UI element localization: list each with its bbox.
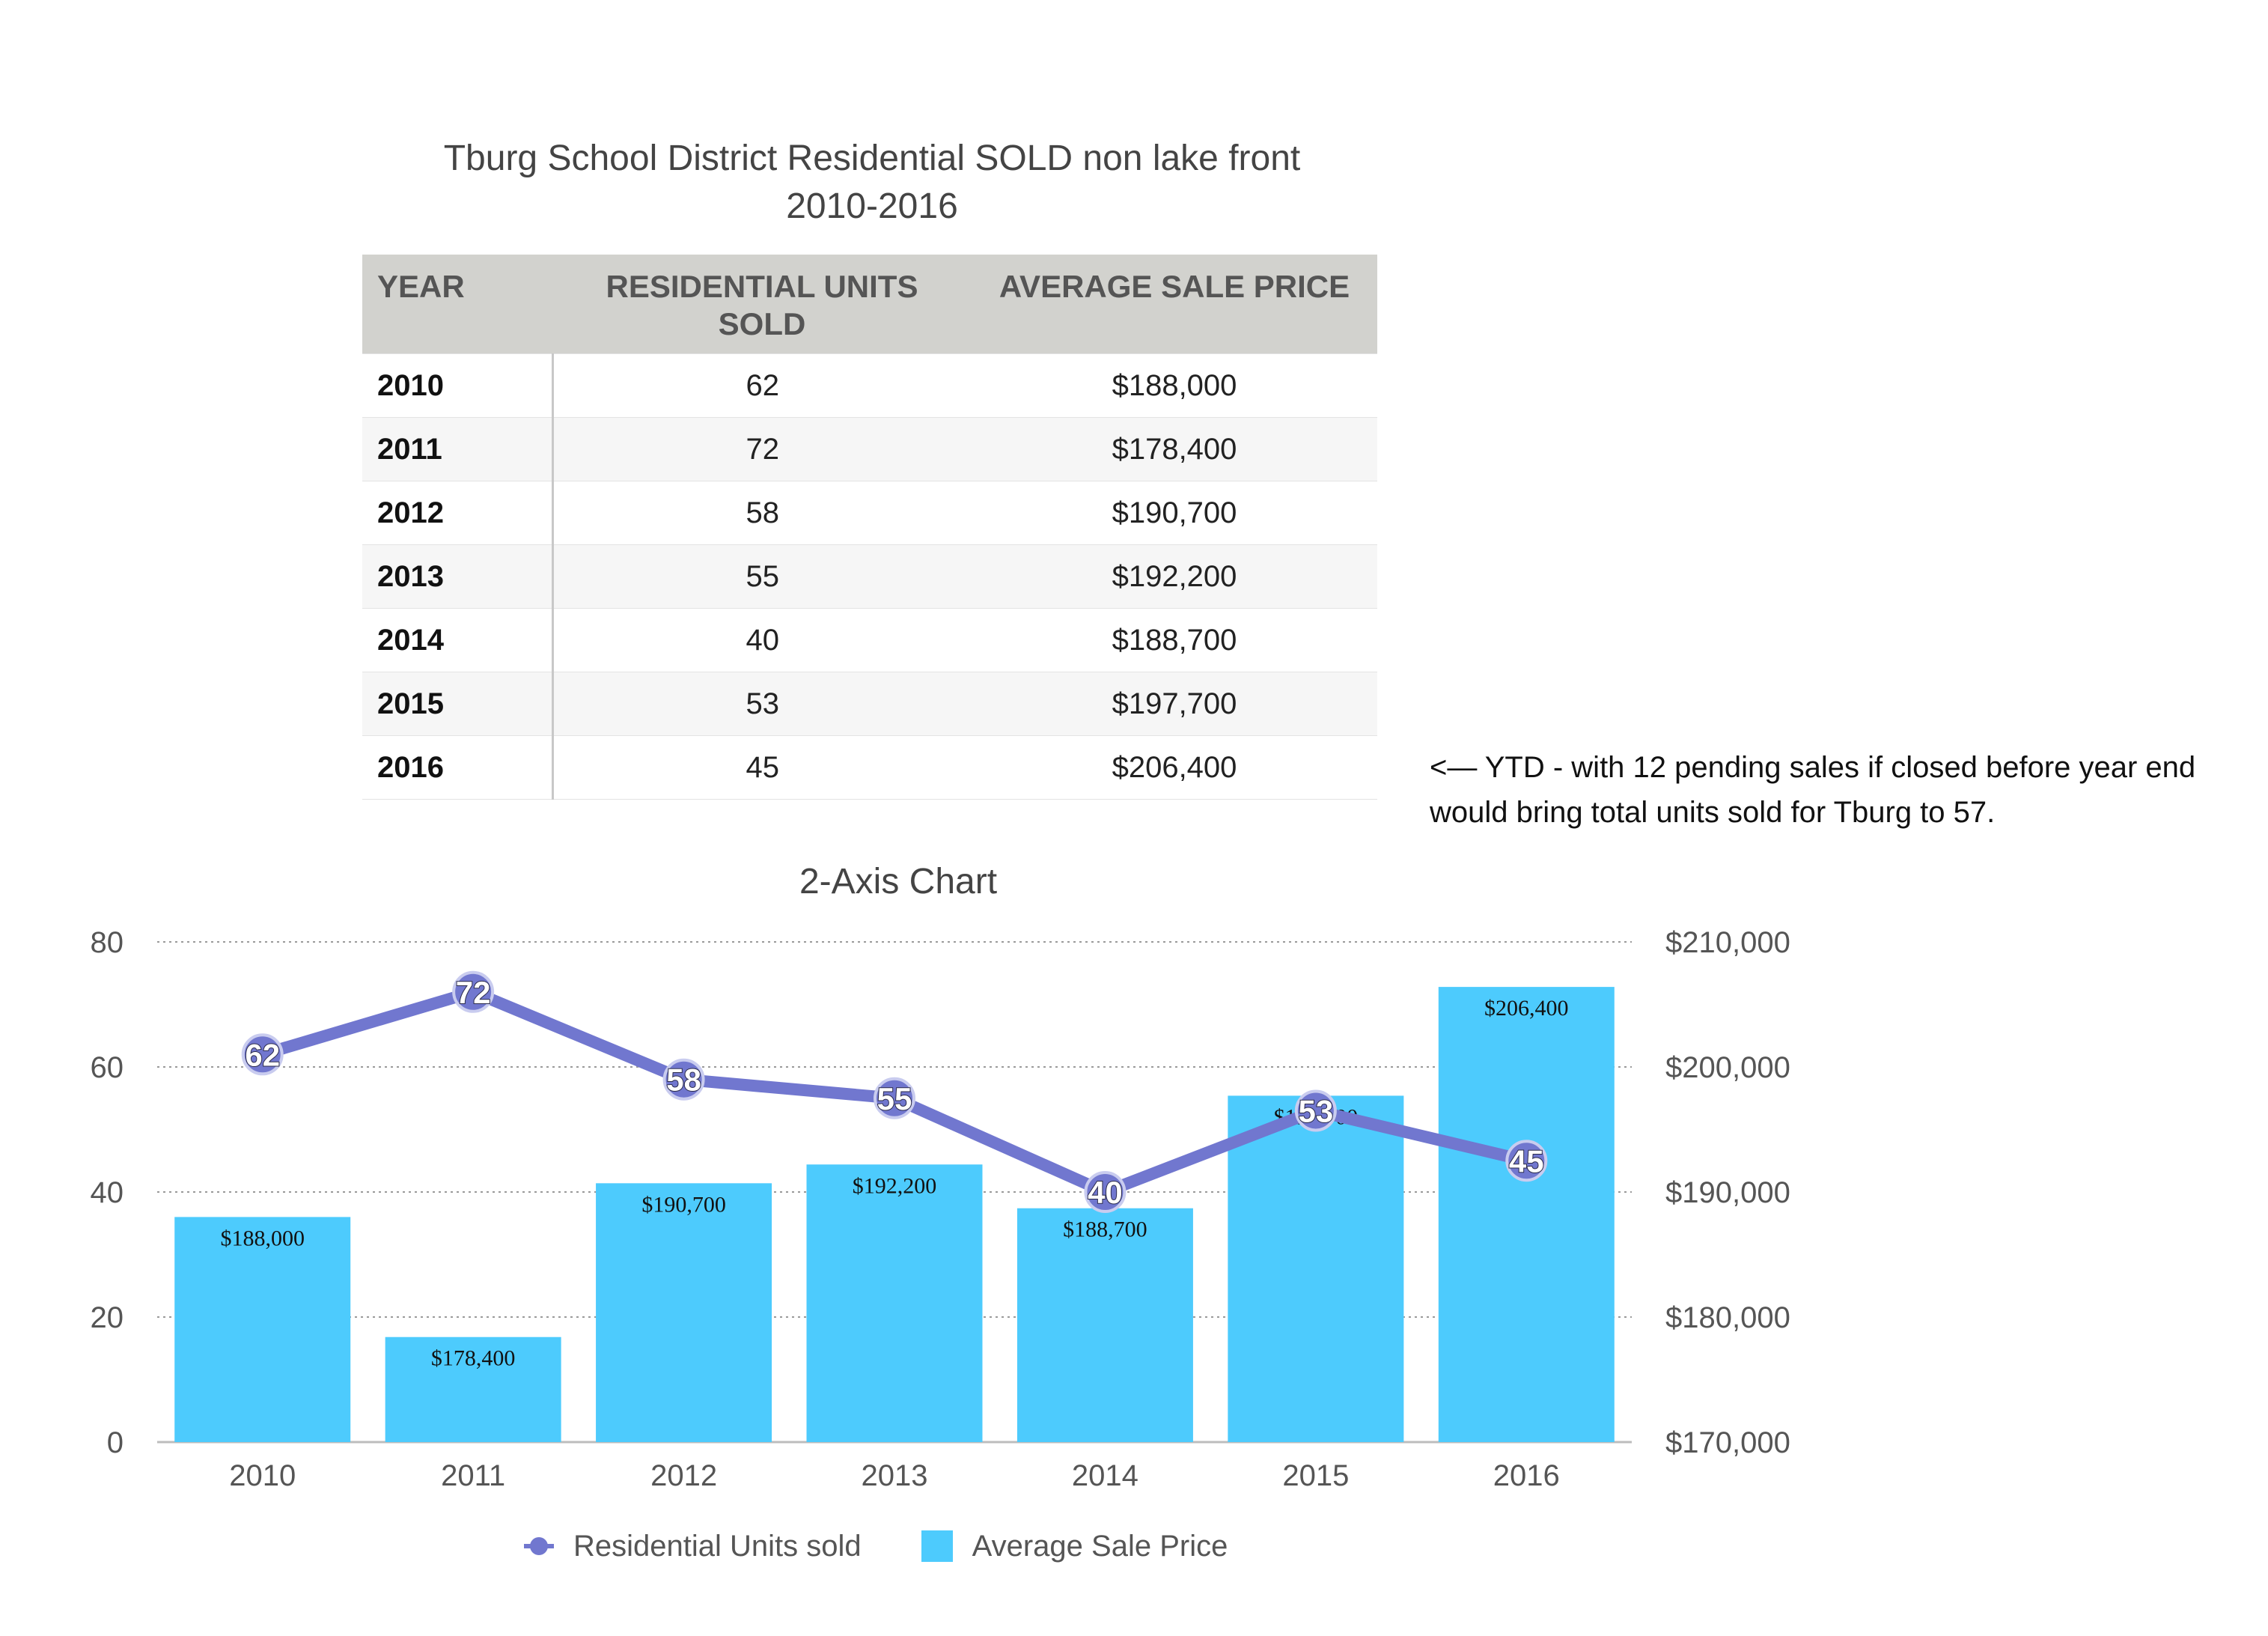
- right-axis-tick: $170,000: [1665, 1426, 1790, 1459]
- ytd-note: <— YTD - with 12 pending sales if closed…: [1430, 745, 2261, 835]
- price-bar: [596, 1183, 772, 1442]
- right-axis-tick: $180,000: [1665, 1301, 1790, 1334]
- axis-labels: 0 20 40 60 80 $170,000 $180,000 $190,000 $200,00…: [91, 926, 1790, 1492]
- x-axis-tick: 2011: [441, 1459, 505, 1492]
- units-point-label: 55: [877, 1081, 912, 1116]
- x-axis-tick: 2013: [862, 1459, 928, 1492]
- cell-price: $197,700: [972, 672, 1377, 736]
- price-bar-label: $188,700: [1063, 1217, 1147, 1242]
- table-row: 2015 53 $197,700: [362, 672, 1377, 736]
- cell-price: $206,400: [972, 735, 1377, 800]
- header-price: AVERAGE SALE PRICE: [972, 255, 1377, 354]
- cell-units: 72: [552, 417, 972, 481]
- price-bars: $188,000 $178,400 $190,700 $192,200 $188,700…: [174, 987, 1615, 1442]
- legend-label-price: Average Sale Price: [972, 1529, 1228, 1563]
- price-bar: [1228, 1095, 1404, 1442]
- ytd-note-line1: <— YTD - with 12 pending sales if closed…: [1430, 751, 2196, 784]
- right-axis-tick: $190,000: [1665, 1176, 1790, 1209]
- price-bar: [174, 1217, 351, 1442]
- table-row: 2014 40 $188,700: [362, 608, 1377, 672]
- right-axis-tick: $200,000: [1665, 1051, 1790, 1084]
- price-bar: [385, 1337, 561, 1442]
- units-point: [874, 1077, 915, 1119]
- x-axis-tick: 2014: [1072, 1459, 1138, 1492]
- x-axis-tick: 2016: [1493, 1459, 1560, 1492]
- cell-year: 2013: [362, 544, 554, 609]
- price-bar-label: $188,000: [220, 1226, 305, 1250]
- cell-price: $178,400: [972, 417, 1377, 481]
- legend-label-units: Residential Units sold: [573, 1529, 862, 1563]
- table-header-row: YEAR RESIDENTIAL UNITS SOLD AVERAGE SALE…: [362, 255, 1377, 354]
- x-axis-tick: 2010: [229, 1459, 296, 1492]
- table-row: 2013 55 $192,200: [362, 544, 1377, 609]
- left-axis-tick: 60: [91, 1051, 124, 1084]
- table-title: Tburg School District Residential SOLD n…: [363, 135, 1381, 231]
- sales-table: YEAR RESIDENTIAL UNITS SOLD AVERAGE SALE…: [362, 255, 1377, 800]
- units-point-label: 72: [456, 975, 491, 1010]
- table-title-line1: Tburg School District Residential SOLD n…: [443, 139, 1301, 178]
- units-point: [1294, 1089, 1337, 1132]
- units-point-label: 62: [245, 1037, 280, 1072]
- legend-item-price: Average Sale Price: [921, 1530, 1228, 1563]
- cell-year: 2010: [362, 353, 554, 418]
- chart-title: 2-Axis Chart: [799, 862, 998, 901]
- units-line: 62 72 58 55 40 53 45: [241, 970, 1548, 1213]
- table-title-line2: 2010-2016: [786, 186, 958, 226]
- cell-units: 55: [552, 544, 972, 609]
- cell-year: 2012: [362, 481, 554, 545]
- units-point-label: 40: [1088, 1175, 1123, 1210]
- price-bar-label: $178,400: [431, 1346, 516, 1371]
- chart-legend: Residential Units sold Average Sale Pric…: [524, 1524, 1287, 1569]
- legend-line-marker-icon: [524, 1531, 554, 1561]
- cell-units: 40: [552, 608, 972, 672]
- ytd-note-line2: would bring total units sold for Tburg t…: [1430, 796, 1996, 829]
- x-axis-tick: 2012: [650, 1459, 717, 1492]
- cell-units: 62: [552, 353, 972, 418]
- units-point: [241, 1033, 284, 1076]
- right-axis-tick: $210,000: [1665, 926, 1790, 959]
- price-bar: [1016, 1208, 1193, 1442]
- units-point: [1505, 1140, 1548, 1182]
- cell-year: 2014: [362, 608, 554, 672]
- header-year: YEAR: [362, 255, 552, 354]
- units-point-label: 58: [666, 1062, 701, 1098]
- price-bar: [806, 1164, 983, 1442]
- cell-price: $190,700: [972, 481, 1377, 545]
- cell-units: 58: [552, 481, 972, 545]
- left-axis-tick: 20: [91, 1301, 124, 1334]
- cell-price: $192,200: [972, 544, 1377, 609]
- price-bar: [1438, 987, 1615, 1442]
- price-bar-label: $206,400: [1484, 996, 1569, 1021]
- units-point-label: 45: [1509, 1143, 1544, 1179]
- table-row: 2011 72 $178,400: [362, 417, 1377, 481]
- legend-item-units: Residential Units sold: [524, 1530, 862, 1563]
- left-axis-tick: 80: [91, 926, 124, 959]
- cell-units: 53: [552, 672, 972, 736]
- price-bar-label: $192,200: [853, 1173, 937, 1198]
- cell-units: 45: [552, 735, 972, 800]
- cell-price: $188,000: [972, 353, 1377, 418]
- price-bar-label: $190,700: [641, 1192, 726, 1217]
- units-point: [1084, 1171, 1127, 1213]
- cell-year: 2016: [362, 735, 554, 800]
- legend-bar-swatch-icon: [921, 1530, 953, 1562]
- units-point-label: 53: [1298, 1093, 1333, 1128]
- units-point: [662, 1058, 705, 1101]
- table-row: 2016 45 $206,400: [362, 735, 1377, 800]
- cell-price: $188,700: [972, 608, 1377, 672]
- left-axis-tick: 0: [107, 1426, 124, 1459]
- x-axis-tick: 2015: [1282, 1459, 1349, 1492]
- header-units: RESIDENTIAL UNITS SOLD: [552, 255, 972, 354]
- units-point: [452, 970, 495, 1013]
- table-row: 2012 58 $190,700: [362, 481, 1377, 545]
- cell-year: 2015: [362, 672, 554, 736]
- table-row: 2010 62 $188,000: [362, 353, 1377, 418]
- cell-year: 2011: [362, 417, 554, 481]
- left-axis-tick: 40: [91, 1176, 124, 1209]
